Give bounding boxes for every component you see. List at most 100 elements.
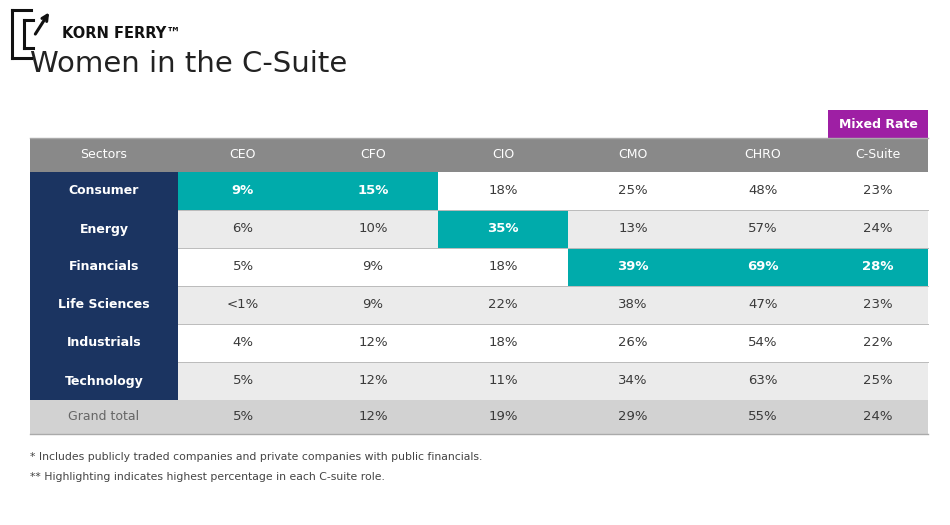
Text: Women in the C-Suite: Women in the C-Suite bbox=[30, 50, 348, 78]
Text: 48%: 48% bbox=[749, 184, 778, 197]
Text: 4%: 4% bbox=[233, 337, 254, 350]
Text: CHRO: CHRO bbox=[745, 149, 781, 162]
Bar bbox=[30, 286, 178, 324]
Bar bbox=[438, 172, 568, 210]
Bar bbox=[828, 286, 928, 324]
Bar bbox=[178, 210, 308, 248]
Text: 5%: 5% bbox=[233, 411, 254, 424]
Text: 5%: 5% bbox=[233, 374, 254, 387]
Text: 63%: 63% bbox=[749, 374, 778, 387]
Bar bbox=[438, 286, 568, 324]
Text: CMO: CMO bbox=[618, 149, 648, 162]
Text: 25%: 25% bbox=[864, 374, 893, 387]
Bar bbox=[438, 324, 568, 362]
Bar bbox=[308, 172, 438, 210]
Bar bbox=[308, 286, 438, 324]
Text: Sectors: Sectors bbox=[81, 149, 127, 162]
Bar bbox=[568, 286, 698, 324]
Bar bbox=[438, 362, 568, 400]
Bar bbox=[178, 324, 308, 362]
Bar bbox=[30, 362, 178, 400]
Bar bbox=[828, 324, 928, 362]
Text: CIO: CIO bbox=[492, 149, 514, 162]
Text: 29%: 29% bbox=[618, 411, 648, 424]
Text: 12%: 12% bbox=[358, 411, 388, 424]
Bar bbox=[698, 324, 828, 362]
Bar bbox=[828, 138, 928, 172]
Bar bbox=[828, 362, 928, 400]
Text: 38%: 38% bbox=[618, 299, 648, 311]
Bar bbox=[438, 210, 568, 248]
Bar bbox=[828, 110, 928, 138]
Text: 57%: 57% bbox=[749, 223, 778, 236]
Text: 34%: 34% bbox=[618, 374, 648, 387]
Text: CEO: CEO bbox=[230, 149, 256, 162]
Bar bbox=[30, 172, 178, 210]
Text: 12%: 12% bbox=[358, 337, 388, 350]
Bar bbox=[438, 248, 568, 286]
Text: 12%: 12% bbox=[358, 374, 388, 387]
Bar bbox=[828, 248, 928, 286]
Bar bbox=[30, 324, 178, 362]
Text: Technology: Technology bbox=[65, 374, 143, 387]
Text: 5%: 5% bbox=[233, 260, 254, 274]
Text: 39%: 39% bbox=[618, 260, 649, 274]
Text: 9%: 9% bbox=[363, 299, 384, 311]
Bar bbox=[178, 286, 308, 324]
Bar bbox=[308, 362, 438, 400]
Bar bbox=[30, 138, 178, 172]
Text: 23%: 23% bbox=[864, 184, 893, 197]
Text: 13%: 13% bbox=[618, 223, 648, 236]
Text: C-Suite: C-Suite bbox=[855, 149, 901, 162]
Bar bbox=[30, 400, 928, 434]
Text: <1%: <1% bbox=[227, 299, 259, 311]
Bar bbox=[438, 138, 568, 172]
Bar bbox=[178, 248, 308, 286]
Bar bbox=[828, 172, 928, 210]
Text: * Includes publicly traded companies and private companies with public financial: * Includes publicly traded companies and… bbox=[30, 452, 483, 462]
Text: 10%: 10% bbox=[358, 223, 388, 236]
Text: 22%: 22% bbox=[488, 299, 518, 311]
Bar bbox=[568, 324, 698, 362]
Text: 55%: 55% bbox=[749, 411, 778, 424]
Text: Consumer: Consumer bbox=[68, 184, 140, 197]
Text: KORN FERRY™: KORN FERRY™ bbox=[62, 26, 180, 41]
Text: 9%: 9% bbox=[232, 184, 255, 197]
Text: Grand total: Grand total bbox=[68, 411, 140, 424]
Text: 23%: 23% bbox=[864, 299, 893, 311]
Bar bbox=[698, 248, 828, 286]
Text: 19%: 19% bbox=[488, 411, 518, 424]
Text: 26%: 26% bbox=[618, 337, 648, 350]
Bar bbox=[178, 172, 308, 210]
Bar bbox=[698, 362, 828, 400]
Text: 69%: 69% bbox=[748, 260, 779, 274]
Bar bbox=[568, 248, 698, 286]
Text: 24%: 24% bbox=[864, 223, 893, 236]
Text: 6%: 6% bbox=[233, 223, 254, 236]
Bar bbox=[698, 210, 828, 248]
Bar bbox=[698, 172, 828, 210]
Text: 22%: 22% bbox=[864, 337, 893, 350]
Bar bbox=[698, 138, 828, 172]
Text: Industrials: Industrials bbox=[66, 337, 142, 350]
Text: 25%: 25% bbox=[618, 184, 648, 197]
Text: 9%: 9% bbox=[363, 260, 384, 274]
Bar bbox=[568, 362, 698, 400]
Bar bbox=[30, 210, 178, 248]
Text: Mixed Rate: Mixed Rate bbox=[839, 118, 918, 131]
Text: Life Sciences: Life Sciences bbox=[58, 299, 150, 311]
Bar bbox=[178, 138, 308, 172]
Text: Energy: Energy bbox=[80, 223, 128, 236]
Bar bbox=[308, 210, 438, 248]
Text: 24%: 24% bbox=[864, 411, 893, 424]
Text: ** Highlighting indicates highest percentage in each C-suite role.: ** Highlighting indicates highest percen… bbox=[30, 472, 385, 482]
Text: 18%: 18% bbox=[488, 184, 518, 197]
Text: 11%: 11% bbox=[488, 374, 518, 387]
Bar bbox=[308, 138, 438, 172]
Bar bbox=[568, 210, 698, 248]
Text: 47%: 47% bbox=[749, 299, 778, 311]
Text: CFO: CFO bbox=[360, 149, 386, 162]
Text: 35%: 35% bbox=[487, 223, 519, 236]
Text: 18%: 18% bbox=[488, 260, 518, 274]
Text: 28%: 28% bbox=[863, 260, 894, 274]
